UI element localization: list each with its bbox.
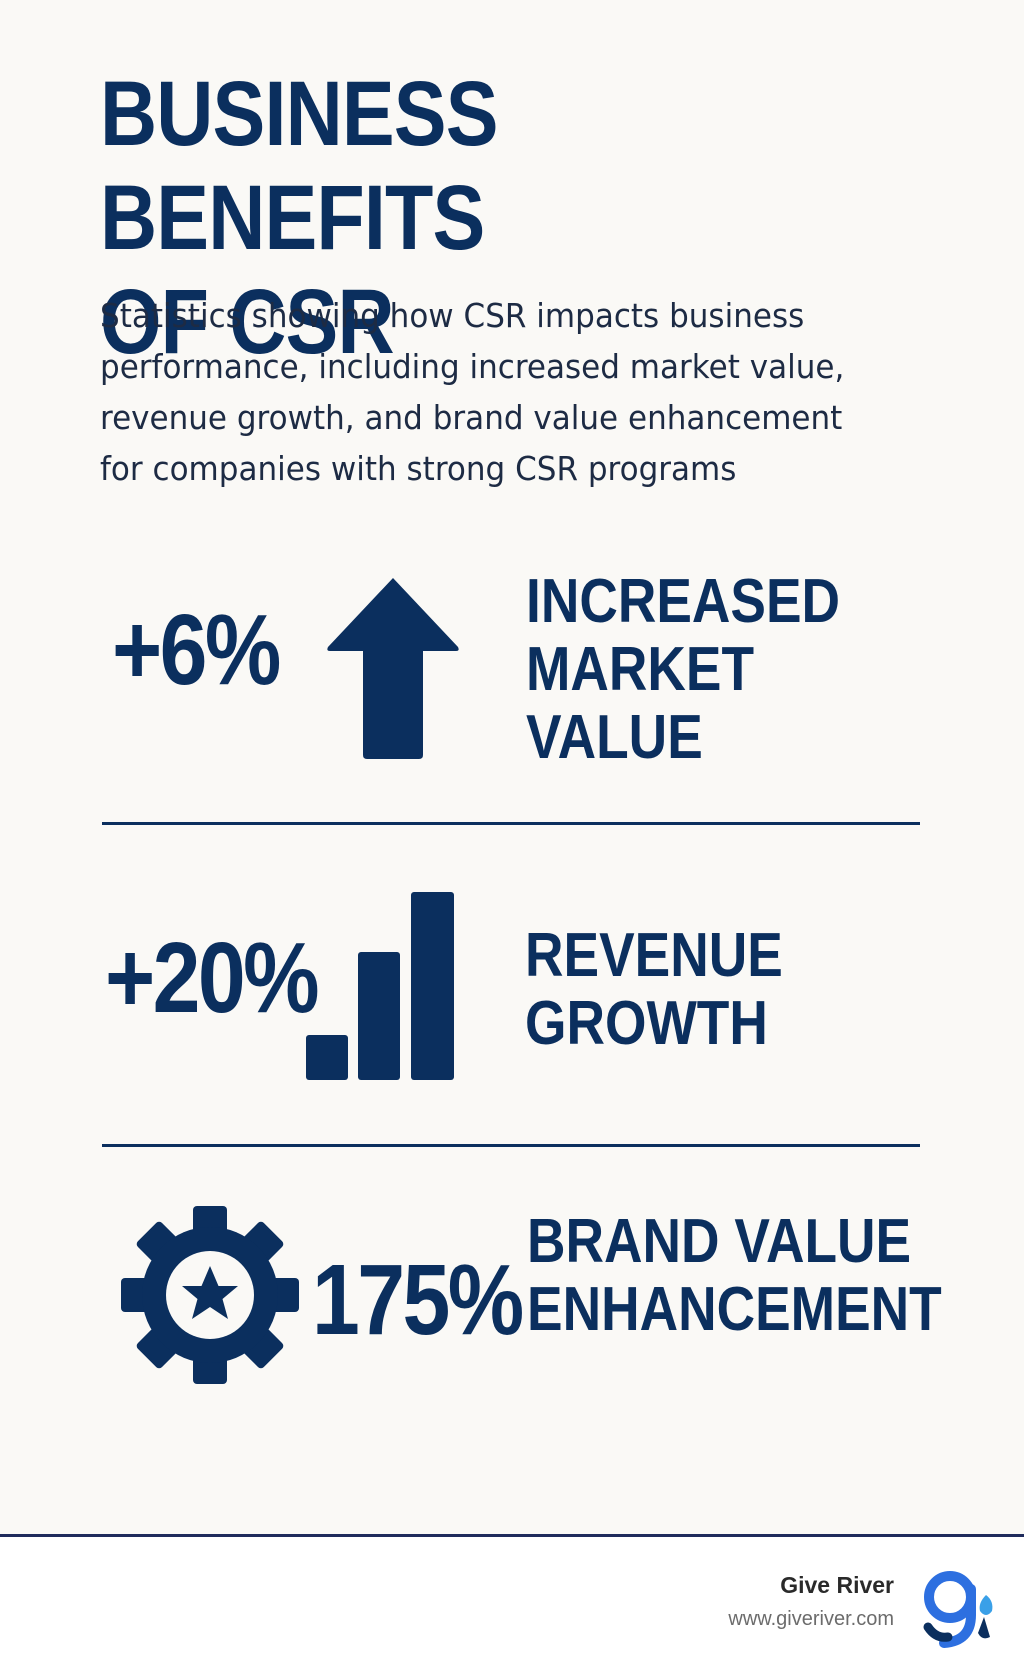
page-title: BUSINESS BENEFITS OF CSR	[100, 62, 857, 374]
brand-url[interactable]: www.giveriver.com	[728, 1608, 894, 1630]
footer	[0, 1537, 1024, 1666]
label-line: VALUE	[526, 703, 703, 772]
label-line: GROWTH	[525, 989, 768, 1058]
title-line-1: BUSINESS BENEFITS	[100, 63, 498, 269]
footer-divider	[0, 1534, 1024, 1537]
divider	[102, 822, 920, 825]
revenue-growth-stat: +20%	[105, 922, 320, 1034]
subtitle-line: for companies with strong CSR programs	[100, 449, 737, 488]
subtitle-line: revenue growth, and brand value enhancem…	[100, 398, 843, 437]
revenue-growth-label: REVENUE GROWTH	[525, 922, 972, 1058]
label-line: REVENUE	[525, 921, 783, 990]
label-line: MARKET	[526, 635, 755, 704]
give-river-logo-icon[interactable]	[920, 1567, 1004, 1651]
page-subtitle: Statistics showing how CSR impacts busin…	[100, 290, 852, 494]
subtitle-line: Statistics showing how CSR impacts busin…	[100, 296, 805, 335]
label-line: INCREASED	[526, 567, 841, 636]
brand-name: Give River	[780, 1572, 894, 1598]
brand-value-stat: 175%	[312, 1244, 524, 1356]
arrow-up-icon	[327, 578, 459, 759]
market-value-stat: +6%	[112, 594, 281, 706]
bar-chart-icon	[306, 892, 454, 1080]
label-line: BRAND VALUE	[527, 1207, 912, 1276]
market-value-label: INCREASED MARKET VALUE	[526, 568, 973, 772]
label-line: ENHANCEMENT	[527, 1275, 942, 1344]
brand-value-label: BRAND VALUE ENHANCEMENT	[527, 1208, 974, 1344]
divider	[102, 1144, 920, 1147]
subtitle-line: performance, including increased market …	[100, 347, 845, 386]
gear-star-icon	[121, 1206, 299, 1384]
title-line-2: OF CSR	[100, 271, 395, 373]
